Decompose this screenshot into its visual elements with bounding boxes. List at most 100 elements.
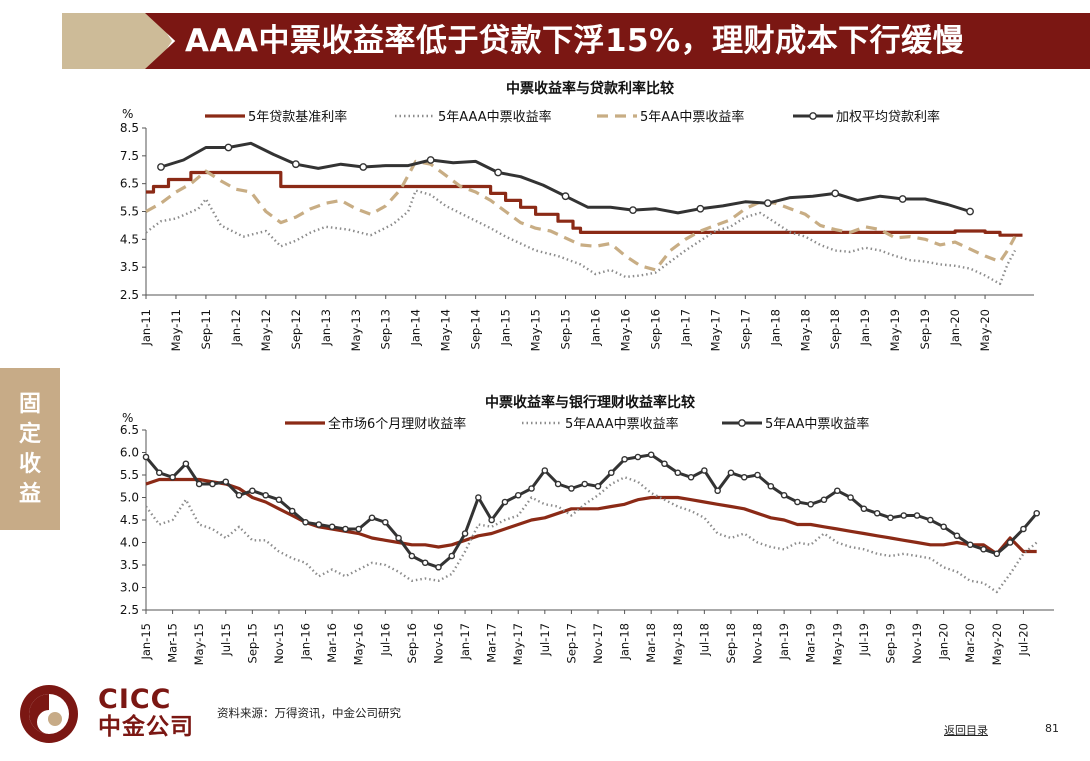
- x-tick-label: May-11: [169, 309, 183, 351]
- x-tick-label: Sep-13: [379, 309, 393, 349]
- series-point-2: [421, 559, 429, 567]
- series-point-2: [701, 467, 708, 474]
- legend-label-0: 5年贷款基准利率: [248, 109, 347, 125]
- cicc-logo-icon: [20, 685, 78, 743]
- series-line-2: [144, 453, 1038, 569]
- series-point-3: [763, 199, 772, 208]
- series-point-2: [461, 530, 469, 537]
- series-point-2: [541, 467, 549, 474]
- series-point-2: [209, 480, 216, 488]
- series-line-0: [146, 170, 1023, 237]
- x-tick-label: Jan-15: [139, 623, 153, 661]
- series-point-2: [767, 482, 775, 490]
- y-tick-label: 7.5: [120, 149, 139, 163]
- series-point-2: [833, 487, 841, 495]
- x-tick-label: Jul-19: [857, 623, 871, 657]
- series-point-2: [740, 473, 748, 481]
- series-point-2: [754, 471, 761, 479]
- chart-loan-vs-mtn: 中票收益率与贷款利率比较% 2.5 3.5 4.5 5.5 6.5 7.5 8.5 Jan-11…: [120, 80, 1034, 351]
- series-point-3: [426, 156, 435, 164]
- source-note: 资料来源：万得资讯，中金公司研究: [217, 706, 401, 720]
- series-point-2: [900, 512, 908, 519]
- legend-label-3: 加权平均贷款利率: [836, 109, 940, 125]
- series-point-2: [342, 525, 349, 533]
- series-point-2: [873, 509, 881, 517]
- series-point-2: [634, 453, 642, 461]
- back-to-contents-link[interactable]: 返回目录: [944, 724, 988, 737]
- series-line-1: [145, 189, 1017, 286]
- series-point-2: [794, 498, 801, 506]
- series-point-3: [966, 207, 974, 216]
- section-side-tab-label: 固定收益: [18, 392, 41, 507]
- x-tick-label: Sep-17: [564, 623, 578, 663]
- series-point-2: [594, 482, 602, 490]
- x-tick-label: Jan-19: [777, 623, 791, 661]
- series-line-2: [145, 159, 1017, 272]
- x-tick-label: Nov-19: [910, 623, 924, 664]
- x-tick-label: May-18: [798, 309, 812, 351]
- series-point-2: [581, 480, 589, 488]
- series-point-2: [847, 494, 854, 501]
- legend-label-2: 5年AA中票收益率: [765, 416, 869, 432]
- series-point-2: [780, 491, 788, 499]
- header-chevron: [62, 13, 172, 69]
- x-tick-label: Mar-20: [963, 623, 977, 663]
- x-tick-label: Jan-19: [858, 309, 872, 347]
- series-point-3: [224, 143, 233, 152]
- y-tick-label: 2.5: [120, 603, 139, 617]
- series-point-2: [528, 485, 535, 492]
- series-point-2: [674, 469, 682, 477]
- y-tick-label: 3.5: [120, 260, 139, 274]
- x-tick-label: Sep-17: [738, 309, 752, 349]
- x-tick-label: Sep-15: [559, 309, 573, 349]
- series-point-2: [249, 487, 256, 495]
- x-tick-label: Mar-16: [325, 623, 339, 663]
- legend-marker-2: [738, 419, 746, 427]
- y-tick-label: 6.5: [120, 177, 139, 191]
- x-tick-label: May-15: [529, 309, 543, 351]
- x-tick-label: Sep-16: [405, 623, 419, 663]
- series-point-2: [913, 512, 921, 519]
- series-point-3: [898, 195, 907, 203]
- x-tick-label: Jan-20: [937, 623, 951, 661]
- series-point-2: [395, 534, 402, 542]
- x-tick-label: May-16: [352, 623, 366, 665]
- x-tick-label: May-13: [349, 309, 363, 351]
- x-tick-label: May-16: [618, 309, 632, 351]
- series-point-2: [807, 500, 815, 508]
- series-line-1: [145, 476, 1038, 594]
- series-point-2: [727, 469, 735, 477]
- y-tick-label: 5.0: [120, 491, 139, 505]
- series-point-3: [629, 206, 637, 215]
- series-point-2: [381, 518, 389, 526]
- section-side-tab[interactable]: 固定收益: [0, 368, 60, 530]
- series-point-2: [302, 518, 309, 526]
- y-tick-label: 4.5: [120, 232, 139, 246]
- x-tick-label: May-17: [708, 309, 722, 351]
- series-point-2: [262, 491, 269, 499]
- x-tick-label: Jan-18: [618, 623, 632, 661]
- x-tick-label: Jul-17: [538, 623, 552, 657]
- x-tick-label: Jul-16: [378, 623, 392, 657]
- x-tick-label: Mar-19: [804, 623, 818, 663]
- series-point-2: [966, 541, 974, 549]
- legend-label-2: 5年AA中票收益率: [640, 109, 744, 125]
- x-tick-label: Jul-18: [697, 623, 711, 657]
- series-point-2: [1020, 525, 1027, 533]
- series-point-2: [222, 478, 230, 486]
- legend-label-0: 全市场6个月理财收益率: [328, 416, 466, 432]
- series-point-3: [561, 192, 570, 201]
- legend-label-1: 5年AAA中票收益率: [565, 416, 679, 432]
- series-point-2: [1006, 539, 1014, 546]
- series-point-2: [488, 516, 495, 524]
- x-tick-label: Mar-17: [485, 623, 499, 663]
- title-bar: [145, 13, 1090, 69]
- series-point-2: [328, 523, 336, 531]
- y-axis-unit: %: [122, 107, 133, 121]
- series-point-2: [820, 496, 828, 504]
- legend-label-1: 5年AAA中票收益率: [438, 109, 552, 125]
- series-point-2: [1033, 509, 1041, 517]
- series-point-2: [980, 545, 987, 553]
- series-point-2: [554, 480, 562, 488]
- page-number: 81: [1045, 722, 1059, 735]
